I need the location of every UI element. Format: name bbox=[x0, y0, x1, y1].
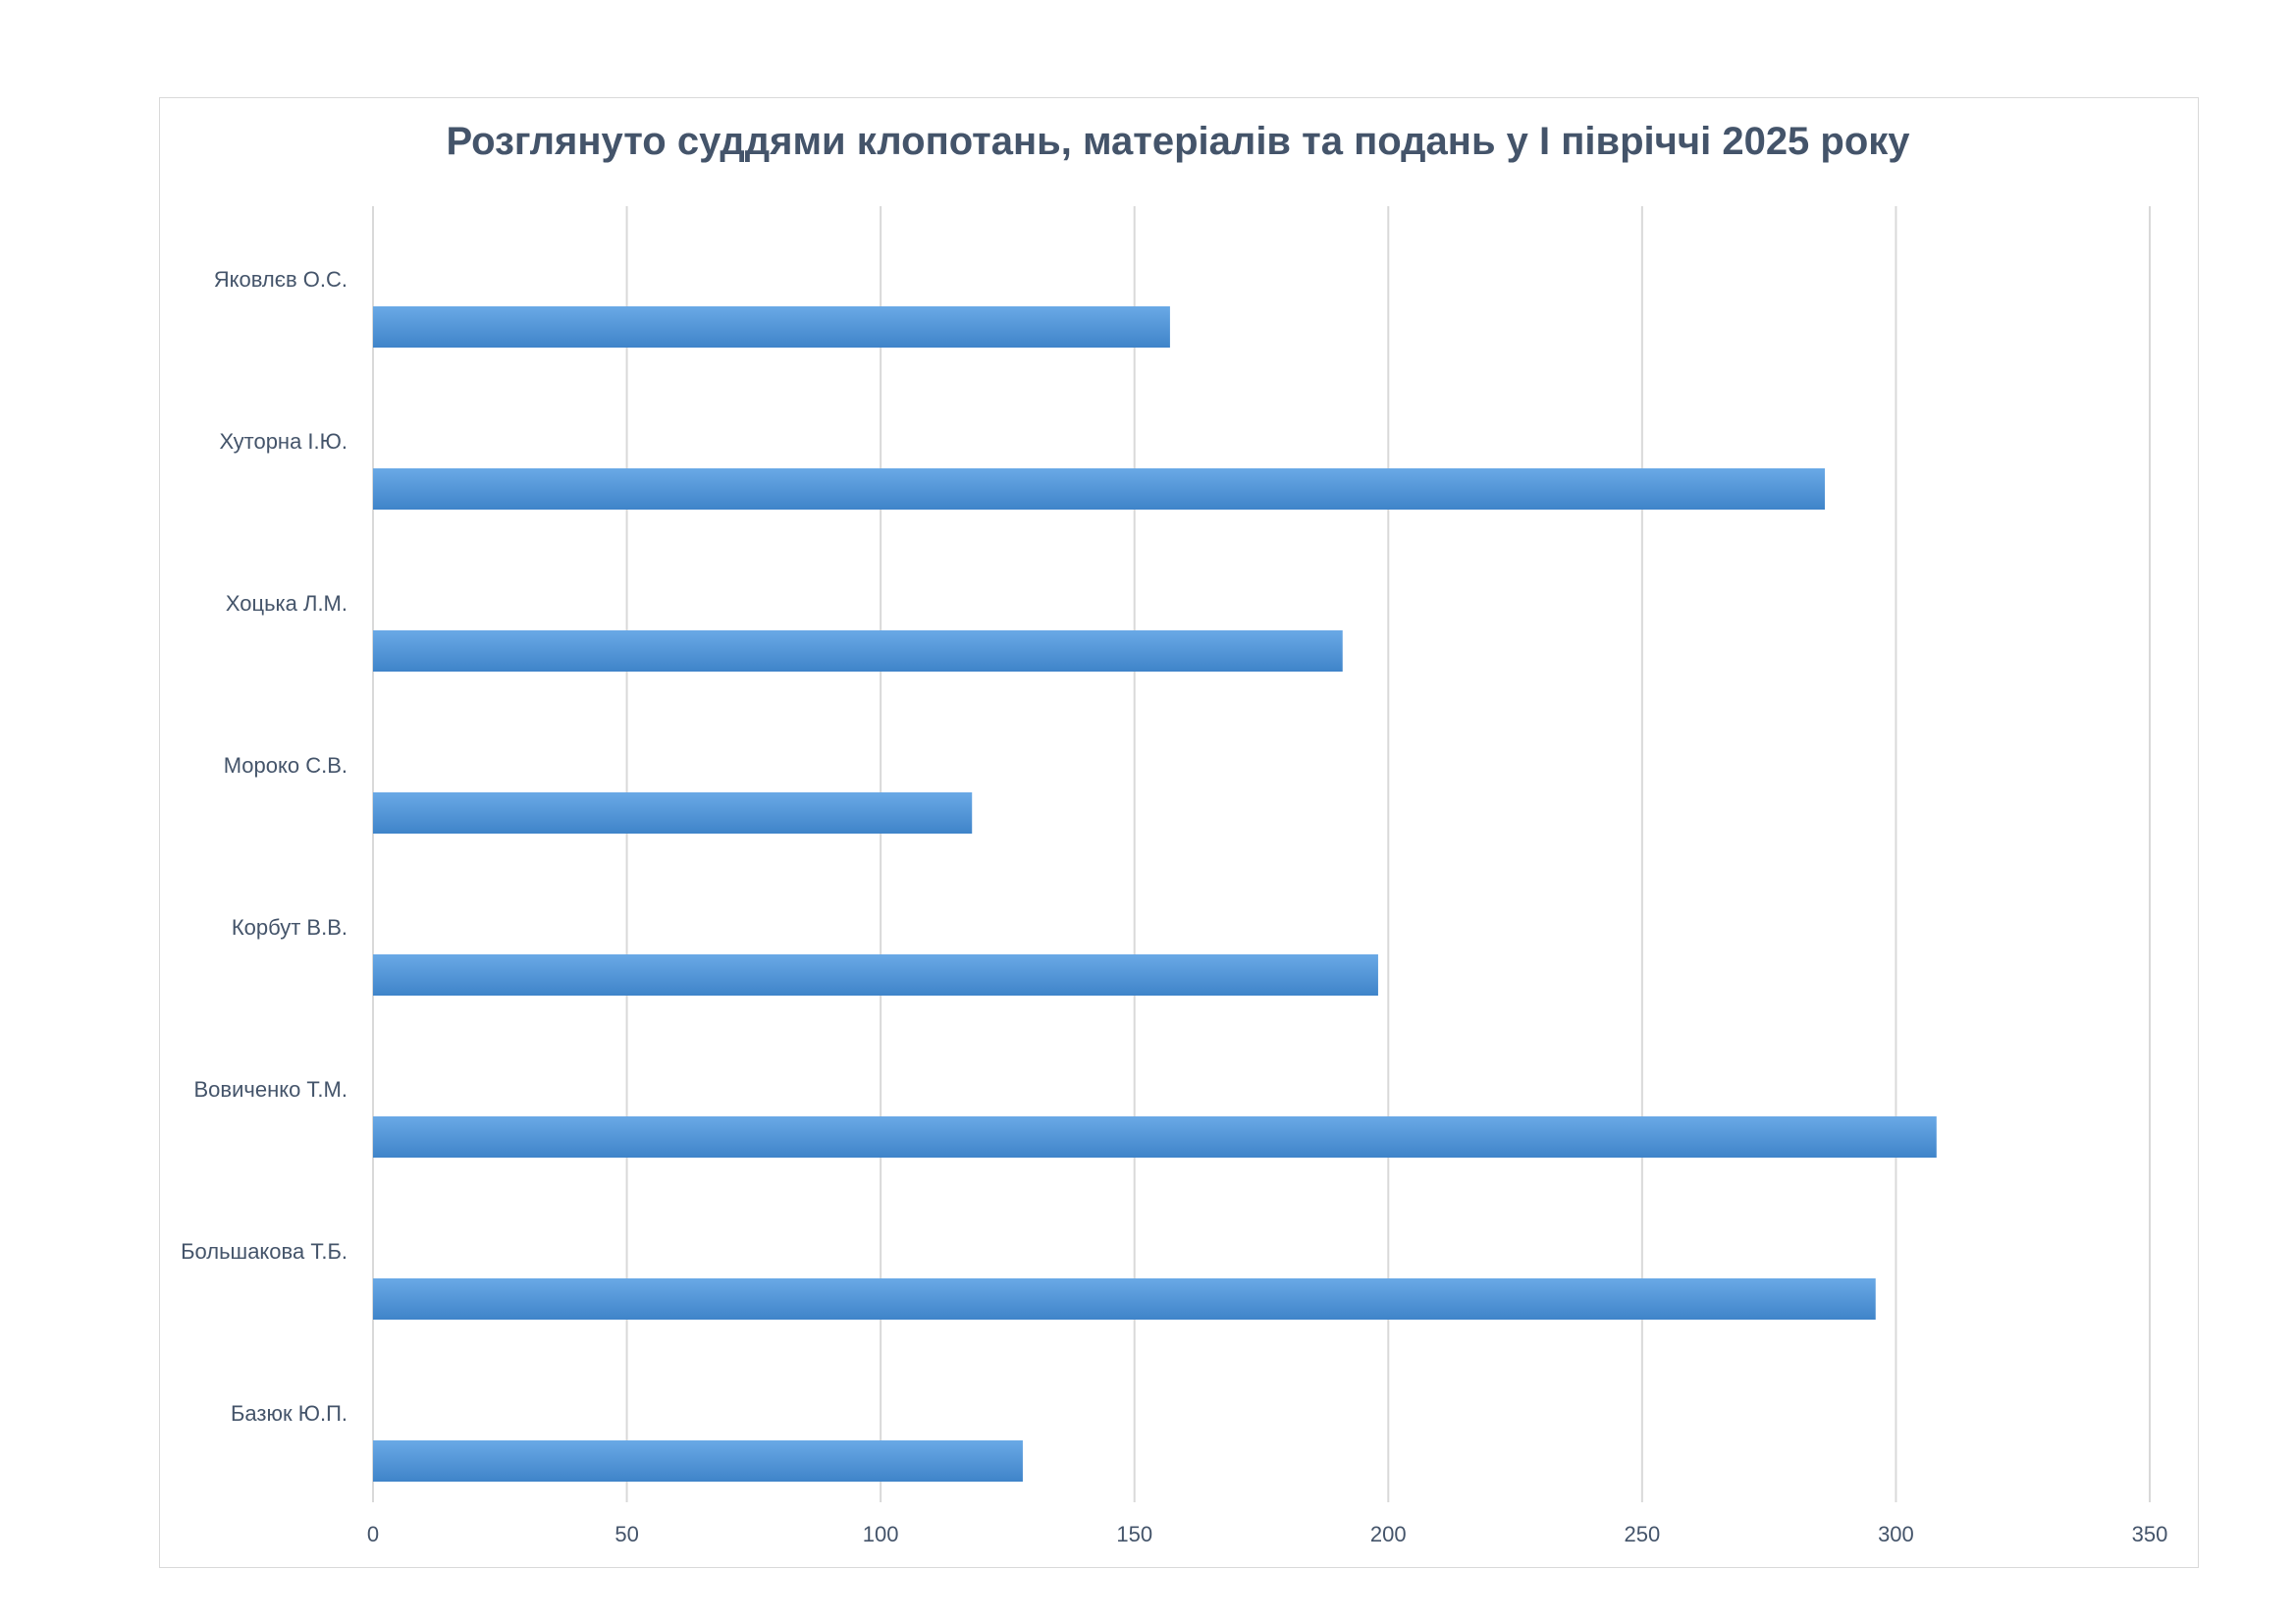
x-tick-label: 350 bbox=[2132, 1522, 2168, 1546]
bar bbox=[373, 1116, 1937, 1158]
bars bbox=[373, 306, 1937, 1482]
x-tick-label: 150 bbox=[1116, 1522, 1152, 1546]
bar bbox=[373, 792, 973, 834]
bar bbox=[373, 468, 1826, 510]
x-axis-tick-labels: 0 50 100 150 200 250 300 350 bbox=[367, 1522, 2167, 1546]
bar bbox=[373, 1278, 1876, 1320]
category-label: Яковлєв О.С. bbox=[214, 267, 347, 292]
x-tick-label: 300 bbox=[1878, 1522, 1914, 1546]
category-label: Большакова Т.Б. bbox=[181, 1239, 347, 1264]
bar bbox=[373, 630, 1343, 672]
x-tick-label: 250 bbox=[1624, 1522, 1660, 1546]
chart-title: Розглянуто суддями клопотань, матеріалів… bbox=[446, 120, 1910, 163]
x-tick-label: 100 bbox=[863, 1522, 899, 1546]
bar bbox=[373, 1440, 1023, 1482]
x-tick-label: 50 bbox=[614, 1522, 638, 1546]
category-label: Мороко С.В. bbox=[224, 753, 347, 778]
x-tick-label: 200 bbox=[1370, 1522, 1407, 1546]
bar bbox=[373, 306, 1170, 348]
category-labels: Яковлєв О.С. Хуторна І.Ю. Хоцька Л.М. Морок… bbox=[181, 267, 347, 1426]
x-tick-label: 0 bbox=[367, 1522, 379, 1546]
category-label: Базюк Ю.П. bbox=[231, 1401, 347, 1426]
category-label: Хоцька Л.М. bbox=[226, 591, 347, 616]
category-label: Вовиченко Т.М. bbox=[193, 1077, 347, 1102]
bar bbox=[373, 954, 1378, 996]
category-label: Хуторна І.Ю. bbox=[219, 429, 347, 454]
category-label: Корбут В.В. bbox=[232, 915, 347, 940]
